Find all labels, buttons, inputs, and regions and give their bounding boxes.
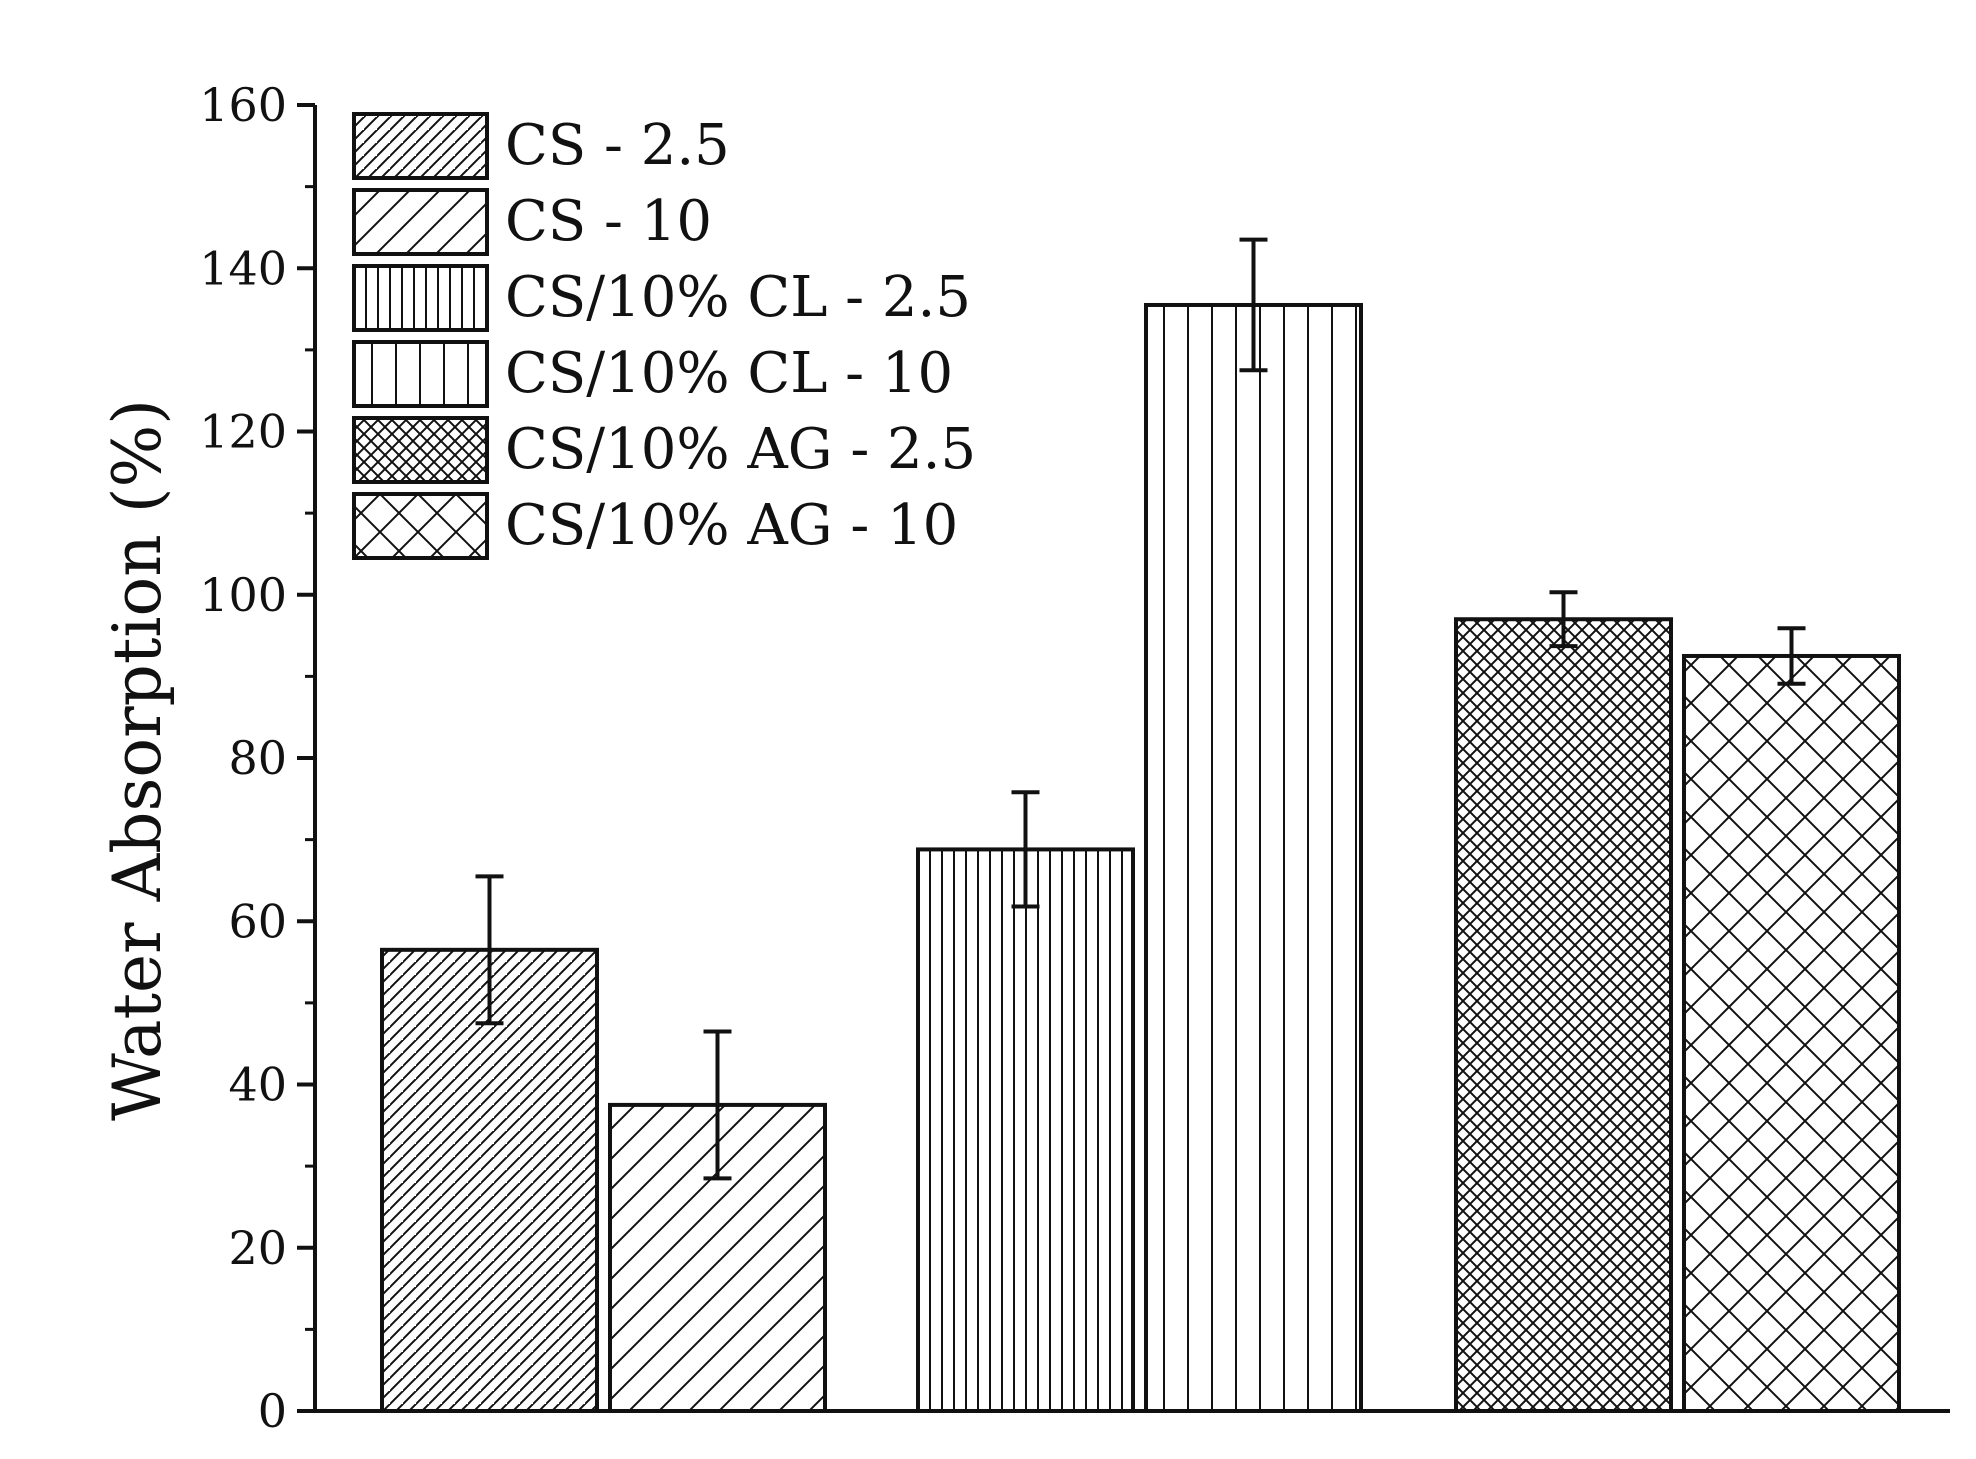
legend: CS - 2.5 CS - 10 CS/10% CL - 2.5 CS/10% CL … (352, 112, 976, 560)
error-bars-layer (475, 237, 1806, 1181)
y-tick-label: 40 (228, 1058, 287, 1112)
bar-4 (1144, 302, 1363, 1414)
legend-label-3: CS/10% CL - 2.5 (505, 265, 971, 330)
bar-1 (380, 947, 599, 1413)
legend-swatch-1 (352, 112, 489, 180)
y-axis-title: Water Absorption (%) (99, 399, 176, 1121)
legend-swatch-2 (352, 188, 489, 256)
y-tick-label: 120 (199, 405, 287, 459)
bar-3 (916, 847, 1135, 1413)
y-ticks: 0 20 40 60 80 100 120 140 160 (199, 78, 315, 1438)
legend-label-5: CS/10% AG - 2.5 (505, 417, 976, 482)
legend-swatch-4 (352, 340, 489, 408)
y-tick-label: 60 (228, 894, 287, 948)
legend-label-6: CS/10% AG - 10 (505, 493, 958, 558)
y-tick-label: 80 (228, 731, 287, 785)
bar-5 (1454, 617, 1673, 1413)
legend-label-2: CS - 10 (505, 189, 712, 254)
y-tick-label: 100 (199, 568, 287, 622)
legend-swatch-3 (352, 264, 489, 332)
y-tick-label: 140 (199, 241, 287, 295)
legend-label-4: CS/10% CL - 10 (505, 341, 953, 406)
legend-label-1: CS - 2.5 (505, 113, 730, 178)
legend-swatch-5 (352, 416, 489, 484)
bar-6 (1682, 653, 1901, 1413)
bars-layer (380, 302, 1901, 1414)
y-tick-label: 160 (199, 78, 287, 132)
y-tick-label: 0 (258, 1384, 287, 1438)
y-tick-label: 20 (228, 1221, 287, 1275)
legend-swatch-6 (352, 492, 489, 560)
